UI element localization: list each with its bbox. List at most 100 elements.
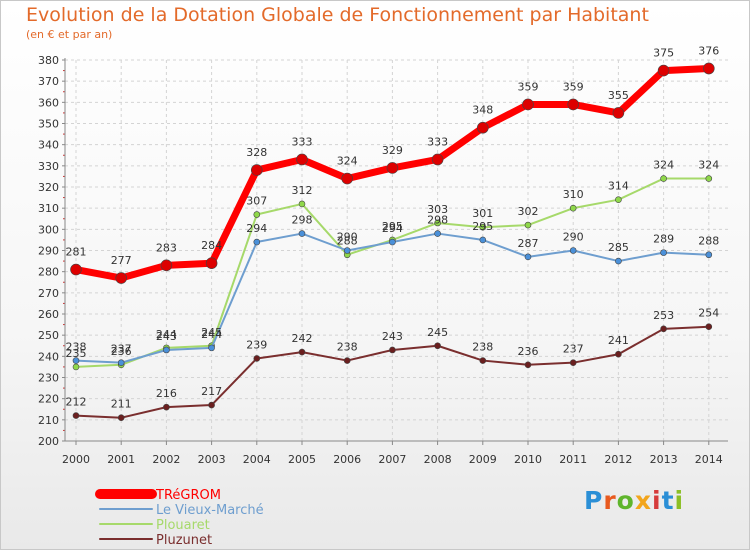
data-point-pluzunet — [615, 350, 622, 358]
data-label-pluzunet: 238 — [472, 341, 493, 354]
x-tick-label: 2006 — [333, 453, 361, 466]
x-tick-label: 2009 — [469, 453, 497, 466]
data-label-tr-grom: 284 — [201, 239, 222, 252]
data-label-le-vieux-march-: 287 — [518, 237, 539, 250]
data-label-plouaret: 302 — [518, 205, 539, 218]
data-point-tr-grom — [115, 272, 127, 284]
data-label-le-vieux-march-: 290 — [337, 231, 358, 244]
legend-label-le-vieux-march-: Le Vieux-Marché — [156, 503, 264, 518]
logo-letter: i — [652, 486, 662, 515]
data-label-le-vieux-march-: 294 — [382, 222, 403, 235]
data-label-pluzunet: 245 — [427, 326, 448, 339]
data-label-pluzunet: 243 — [382, 330, 403, 343]
data-point-pluzunet — [72, 412, 80, 419]
data-label-le-vieux-march-: 295 — [472, 220, 493, 233]
data-label-pluzunet: 242 — [292, 332, 313, 345]
data-label-pluzunet: 239 — [246, 338, 267, 351]
data-point-tr-grom — [250, 164, 263, 176]
data-label-plouaret: 307 — [246, 195, 267, 208]
axes: 200 210 220 230 240 250 260 270 280 290 300 310 320 3… — [38, 54, 728, 466]
data-point-le-vieux-march- — [298, 230, 306, 237]
data-point-pluzunet — [117, 414, 125, 422]
data-point-tr-grom — [296, 153, 308, 166]
y-tick-label: 210 — [38, 414, 59, 427]
data-label-pluzunet: 241 — [608, 334, 629, 347]
data-point-tr-grom — [567, 98, 580, 111]
series-group — [70, 62, 715, 422]
data-point-pluzunet — [660, 325, 667, 333]
data-label-plouaret: 303 — [427, 203, 448, 216]
data-point-plouaret — [524, 221, 532, 229]
logo-letter: o — [616, 486, 635, 515]
data-label-tr-grom: 324 — [337, 155, 358, 168]
x-tick-label: 2005 — [288, 453, 316, 466]
y-tick-label: 300 — [38, 223, 59, 236]
data-label-le-vieux-march-: 237 — [111, 343, 132, 356]
data-label-le-vieux-march-: 243 — [156, 330, 177, 343]
data-point-plouaret — [298, 200, 306, 208]
data-point-le-vieux-march- — [253, 238, 261, 246]
data-point-pluzunet — [298, 348, 306, 356]
data-point-tr-grom — [522, 98, 534, 111]
data-point-le-vieux-march- — [524, 253, 532, 261]
data-label-plouaret: 244 — [156, 328, 177, 341]
y-tick-label: 330 — [38, 160, 59, 173]
data-label-plouaret: 324 — [653, 159, 674, 172]
data-label-plouaret: 288 — [337, 235, 358, 248]
data-label-pluzunet: 217 — [201, 385, 222, 398]
data-point-le-vieux-march- — [660, 249, 667, 256]
data-label-plouaret: 310 — [563, 188, 584, 201]
data-label-le-vieux-march-: 288 — [698, 235, 719, 248]
x-tick-label: 2007 — [378, 453, 406, 466]
data-point-pluzunet — [343, 357, 351, 364]
logo-letter: r — [603, 486, 617, 515]
y-tick-label: 240 — [38, 350, 59, 363]
data-point-le-vieux-march- — [343, 247, 351, 254]
data-point-le-vieux-march- — [72, 357, 80, 364]
data-label-pluzunet: 236 — [518, 345, 539, 358]
y-tick-label: 350 — [38, 118, 59, 131]
data-point-tr-grom — [657, 64, 670, 77]
legend-label-pluzunet: Pluzunet — [156, 533, 212, 548]
data-point-plouaret — [434, 219, 441, 227]
data-point-plouaret — [253, 211, 261, 218]
y-tick-label: 270 — [38, 287, 59, 300]
data-point-pluzunet — [705, 323, 713, 331]
data-label-le-vieux-march-: 290 — [563, 231, 584, 244]
x-tick-label: 2000 — [62, 453, 90, 466]
data-point-pluzunet — [524, 361, 532, 369]
legend-label-tr-grom: TRéGROM — [155, 488, 221, 503]
data-point-le-vieux-march- — [389, 238, 396, 246]
data-point-le-vieux-march- — [705, 251, 713, 259]
data-point-tr-grom — [205, 257, 218, 270]
data-label-pluzunet: 212 — [66, 396, 87, 409]
data-label-tr-grom: 333 — [292, 135, 313, 148]
data-point-pluzunet — [389, 346, 396, 354]
y-tick-label: 370 — [38, 75, 59, 88]
data-label-plouaret: 324 — [698, 159, 719, 172]
data-label-le-vieux-march-: 244 — [201, 328, 222, 341]
data-label-plouaret: 301 — [472, 207, 493, 220]
data-point-tr-grom — [160, 259, 173, 272]
logo-letter: t — [661, 486, 675, 515]
y-tick-label: 280 — [38, 266, 59, 279]
data-point-plouaret — [705, 175, 713, 182]
data-label-pluzunet: 237 — [563, 343, 584, 356]
y-tick-label: 340 — [38, 139, 59, 152]
data-label-tr-grom: 329 — [382, 144, 403, 157]
data-label-tr-grom: 333 — [427, 135, 448, 148]
data-label-tr-grom: 281 — [66, 246, 87, 259]
data-label-le-vieux-march-: 285 — [608, 241, 629, 254]
data-label-pluzunet: 216 — [156, 387, 177, 400]
data-point-tr-grom — [341, 172, 354, 185]
x-tick-label: 2013 — [650, 453, 678, 466]
data-point-le-vieux-march- — [615, 257, 622, 265]
x-tick-label: 2012 — [604, 453, 632, 466]
data-label-tr-grom: 376 — [698, 44, 719, 57]
data-label-pluzunet: 254 — [698, 307, 719, 320]
x-tick-label: 2001 — [107, 453, 135, 466]
chart-subtitle: (en € et par an) — [26, 28, 113, 41]
data-label-plouaret: 314 — [608, 180, 629, 193]
y-tick-label: 360 — [38, 96, 59, 109]
